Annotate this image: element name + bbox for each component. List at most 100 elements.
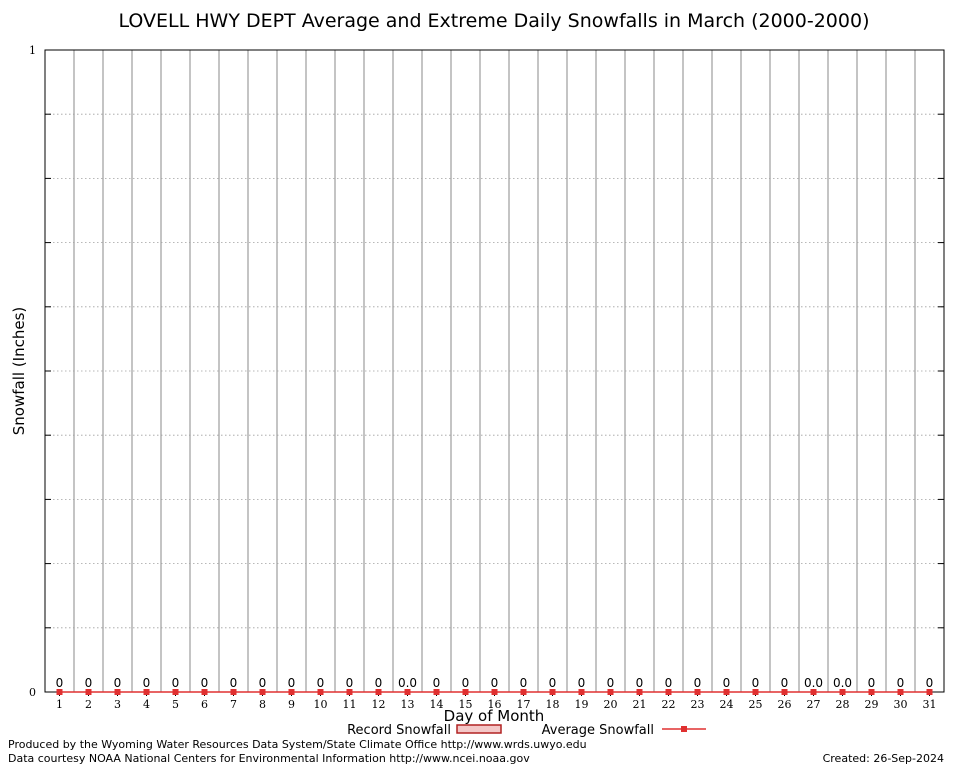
x-tick-label: 15 [459,698,473,711]
average-point [288,689,295,695]
legend-average-label: Average Snowfall [542,723,654,738]
data-label: 0 [752,676,760,690]
x-tick-label: 25 [749,698,763,711]
grid [45,50,944,692]
average-point [781,689,788,695]
data-label: 0 [520,676,528,690]
data-label: 0 [56,676,64,690]
y-tick-label: 1 [29,44,36,57]
x-tick-label: 10 [314,698,328,711]
data-label: 0 [897,676,905,690]
x-tick-label: 22 [662,698,676,711]
average-point [868,689,875,695]
data-label: 0.0 [833,676,852,690]
footer-produced-by: Produced by the Wyoming Water Resources … [8,738,587,751]
average-point [694,689,701,695]
x-tick-label: 13 [401,698,415,711]
data-label: 0 [462,676,470,690]
x-tick-label: 12 [372,698,386,711]
average-point [636,689,643,695]
data-label: 0.0 [804,676,823,690]
legend-average-marker [681,726,687,732]
x-tick-label: 19 [575,698,589,711]
x-tick-label: 21 [633,698,647,711]
average-point [259,689,266,695]
data-label: 0 [346,676,354,690]
y-axis-label: Snowfall (Inches) [10,307,28,435]
data-label: 0 [433,676,441,690]
data-label: 0 [636,676,644,690]
average-point [172,689,179,695]
average-point [520,689,527,695]
x-axis-label: Day of Month [444,707,545,725]
x-tick-label: 17 [517,698,531,711]
legend: Record Snowfall Average Snowfall [347,723,706,738]
average-point [810,689,817,695]
y-tick-label: 0 [29,686,36,699]
x-tick-label: 24 [720,698,734,711]
x-tick-label: 29 [865,698,879,711]
x-tick-label: 4 [143,698,150,711]
average-point [897,689,904,695]
average-point [230,689,237,695]
data-label: 0 [694,676,702,690]
x-tick-label: 1 [56,698,63,711]
x-tick-label: 2 [85,698,92,711]
average-point [143,689,150,695]
data-label: 0 [578,676,586,690]
average-point [839,689,846,695]
x-tick-label: 27 [807,698,821,711]
data-label: 0 [85,676,93,690]
average-point [665,689,672,695]
average-point [462,689,469,695]
data-label: 0 [172,676,180,690]
footer-data-courtesy: Data courtesy NOAA National Centers for … [8,752,530,765]
data-label: 0 [317,676,325,690]
average-line [56,689,933,695]
x-tick-label: 8 [259,698,266,711]
data-label: 0 [549,676,557,690]
average-point [433,689,440,695]
x-tick-label: 23 [691,698,705,711]
average-point [723,689,730,695]
x-tick-label: 9 [288,698,295,711]
x-tick-label: 14 [430,698,444,711]
x-tick-label: 26 [778,698,792,711]
data-label: 0 [868,676,876,690]
average-point [926,689,933,695]
average-point [491,689,498,695]
legend-record-swatch [456,724,502,734]
y-axis-ticks: 01 [29,44,36,699]
data-label: 0 [665,676,673,690]
footer-created: Created: 26-Sep-2024 [823,752,944,765]
average-point [56,689,63,695]
x-axis-ticks: 1 2 3 4 5 6 7 8 9 10 11 12 13 14 15 16 17 18 19 20 21 22 23 24 2… [56,692,937,711]
average-point [114,689,121,695]
data-label: 0 [781,676,789,690]
x-tick-label: 18 [546,698,560,711]
x-tick-label: 16 [488,698,502,711]
average-point [375,689,382,695]
x-tick-label: 20 [604,698,618,711]
data-label: 0 [114,676,122,690]
average-point [85,689,92,695]
data-label: 0 [491,676,499,690]
x-tick-label: 3 [114,698,121,711]
average-point [752,689,759,695]
data-label: 0 [607,676,615,690]
chart-title: LOVELL HWY DEPT Average and Extreme Dail… [119,10,870,32]
data-label: 0 [201,676,209,690]
average-point [404,689,411,695]
data-label: 0 [723,676,731,690]
data-label: 0 [288,676,296,690]
data-label: 0 [143,676,151,690]
data-label: 0 [375,676,383,690]
legend-record-label: Record Snowfall [347,723,451,738]
data-label: 0.0 [398,676,417,690]
data-label: 0 [926,676,934,690]
x-tick-label: 11 [343,698,357,711]
x-tick-label: 5 [172,698,179,711]
x-tick-label: 31 [923,698,937,711]
average-point [607,689,614,695]
